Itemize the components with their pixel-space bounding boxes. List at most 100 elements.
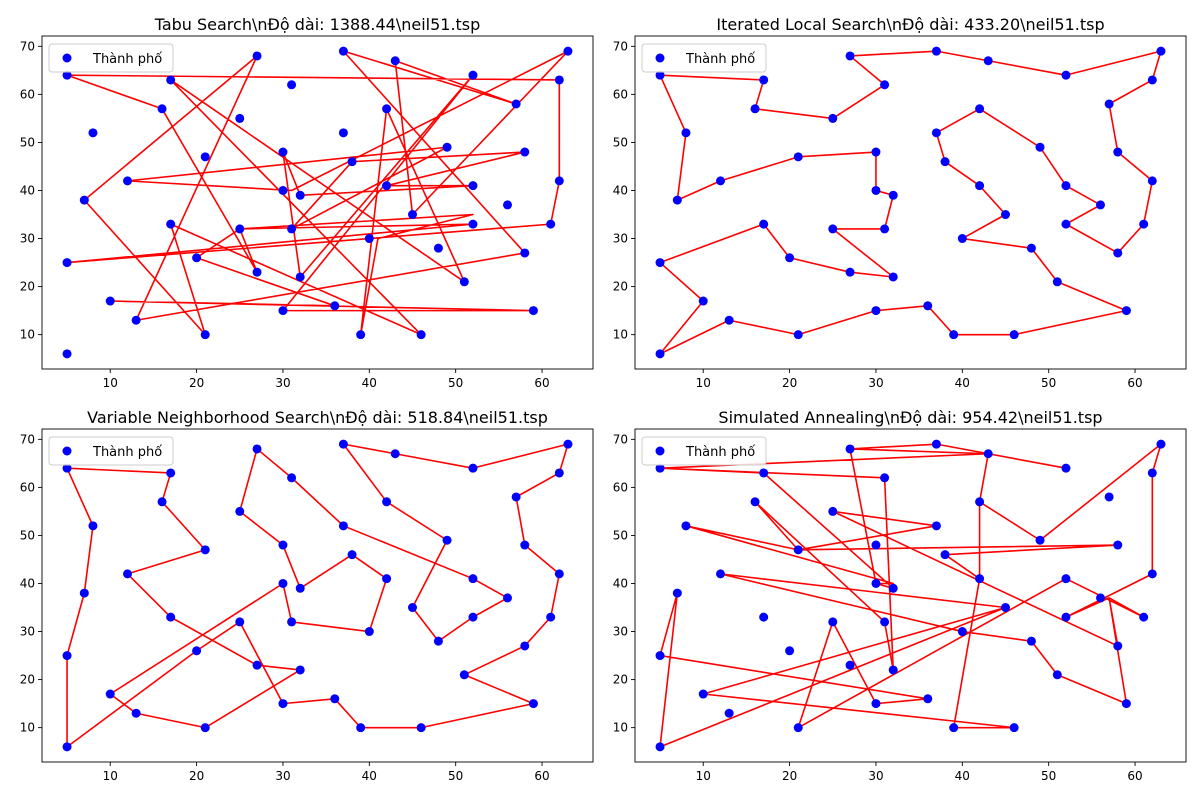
x-tick-label: 50 [448, 376, 463, 390]
city-point [468, 219, 478, 229]
city-point [278, 147, 288, 157]
city-point [88, 521, 98, 531]
city-point [828, 113, 838, 123]
y-tick-label: 50 [20, 528, 35, 542]
city-point [940, 550, 950, 560]
city-point [871, 540, 881, 550]
city-point [1061, 574, 1071, 584]
city-point [468, 181, 478, 191]
axes-frame [634, 35, 1187, 370]
city-point [880, 224, 890, 234]
city-point [390, 56, 400, 66]
legend: Thành phố [641, 436, 767, 466]
y-tick-label: 70 [20, 432, 35, 446]
city-point [79, 588, 89, 598]
city-point [1096, 200, 1105, 210]
legend-box [641, 43, 767, 73]
city-point [278, 699, 288, 709]
axes-frame [634, 428, 1187, 763]
city-point [330, 694, 340, 704]
subplot-title: Tabu Search\nĐộ dài: 1388.44\neil51.tsp [154, 15, 481, 34]
y-tick-label: 30 [20, 625, 35, 639]
city-point [655, 463, 665, 473]
city-point [949, 330, 959, 340]
city-point [1156, 439, 1166, 449]
city-point [390, 449, 400, 459]
city-point [62, 463, 72, 473]
y-tick-label: 50 [613, 528, 628, 542]
city-point [200, 152, 210, 162]
city-point [62, 349, 72, 359]
subplot-4: 10 20 30 40 50 60 10 20 30 40 50 60 70 Simulated Anne… [613, 408, 1187, 783]
city-point [1001, 603, 1010, 613]
city-point [1147, 75, 1157, 85]
city-point [1061, 463, 1071, 473]
city-point [949, 723, 959, 733]
city-point [871, 147, 881, 157]
city-point [923, 301, 933, 311]
city-point [287, 473, 297, 483]
city-point [1052, 277, 1062, 287]
city-point [192, 646, 202, 656]
city-point [546, 219, 556, 229]
y-tick-label: 40 [613, 576, 628, 590]
city-point [672, 588, 682, 598]
city-point [724, 315, 734, 325]
city-point [235, 617, 245, 627]
y-tick-label: 40 [20, 576, 35, 590]
city-point [655, 258, 665, 268]
city-point [1035, 142, 1045, 152]
city-point [252, 444, 262, 454]
city-point [785, 646, 795, 656]
city-point [554, 176, 564, 186]
city-point [442, 142, 452, 152]
y-tick-label: 70 [613, 39, 628, 53]
city-point [845, 267, 855, 277]
city-point [1061, 219, 1071, 229]
city-point [983, 449, 993, 459]
city-point [192, 253, 202, 263]
subplot-title: Variable Neighborhood Search\nĐộ dài: 51… [87, 408, 548, 427]
y-tick-label: 30 [613, 232, 628, 246]
x-tick-label: 20 [782, 376, 797, 390]
x-tick-label: 50 [1041, 769, 1056, 783]
city-point [416, 723, 426, 733]
city-point [468, 574, 478, 584]
city-point [287, 224, 297, 234]
city-point [200, 545, 210, 555]
x-tick-label: 60 [534, 376, 549, 390]
city-point [698, 296, 708, 306]
city-point [123, 569, 132, 579]
city-point [62, 651, 72, 661]
city-point [295, 665, 305, 675]
y-tick-label: 70 [20, 39, 35, 53]
city-point [1139, 219, 1149, 229]
city-point [278, 185, 288, 195]
city-point [1026, 243, 1036, 253]
city-point [347, 550, 357, 560]
city-point [880, 617, 890, 627]
city-point [563, 439, 573, 449]
city-point [468, 463, 478, 473]
y-tick-label: 60 [613, 480, 628, 494]
city-point [356, 723, 366, 733]
y-tick-label: 50 [613, 135, 628, 149]
city-point [166, 468, 176, 478]
city-point [528, 699, 538, 709]
city-point [1113, 540, 1123, 550]
city-point [750, 104, 760, 114]
city-point [166, 219, 176, 229]
city-point [931, 439, 941, 449]
x-tick-label: 10 [696, 376, 711, 390]
city-point [433, 243, 443, 253]
subplot-2: 10 20 30 40 50 60 10 20 30 40 50 60 70 Iterated Local… [613, 15, 1187, 390]
city-point [750, 497, 760, 507]
x-tick-label: 30 [868, 769, 883, 783]
axes-frame [41, 35, 594, 370]
city-point [1026, 636, 1036, 646]
city-point [287, 617, 297, 627]
city-point [364, 234, 374, 244]
y-tick-label: 20 [20, 280, 35, 294]
city-point [520, 540, 530, 550]
